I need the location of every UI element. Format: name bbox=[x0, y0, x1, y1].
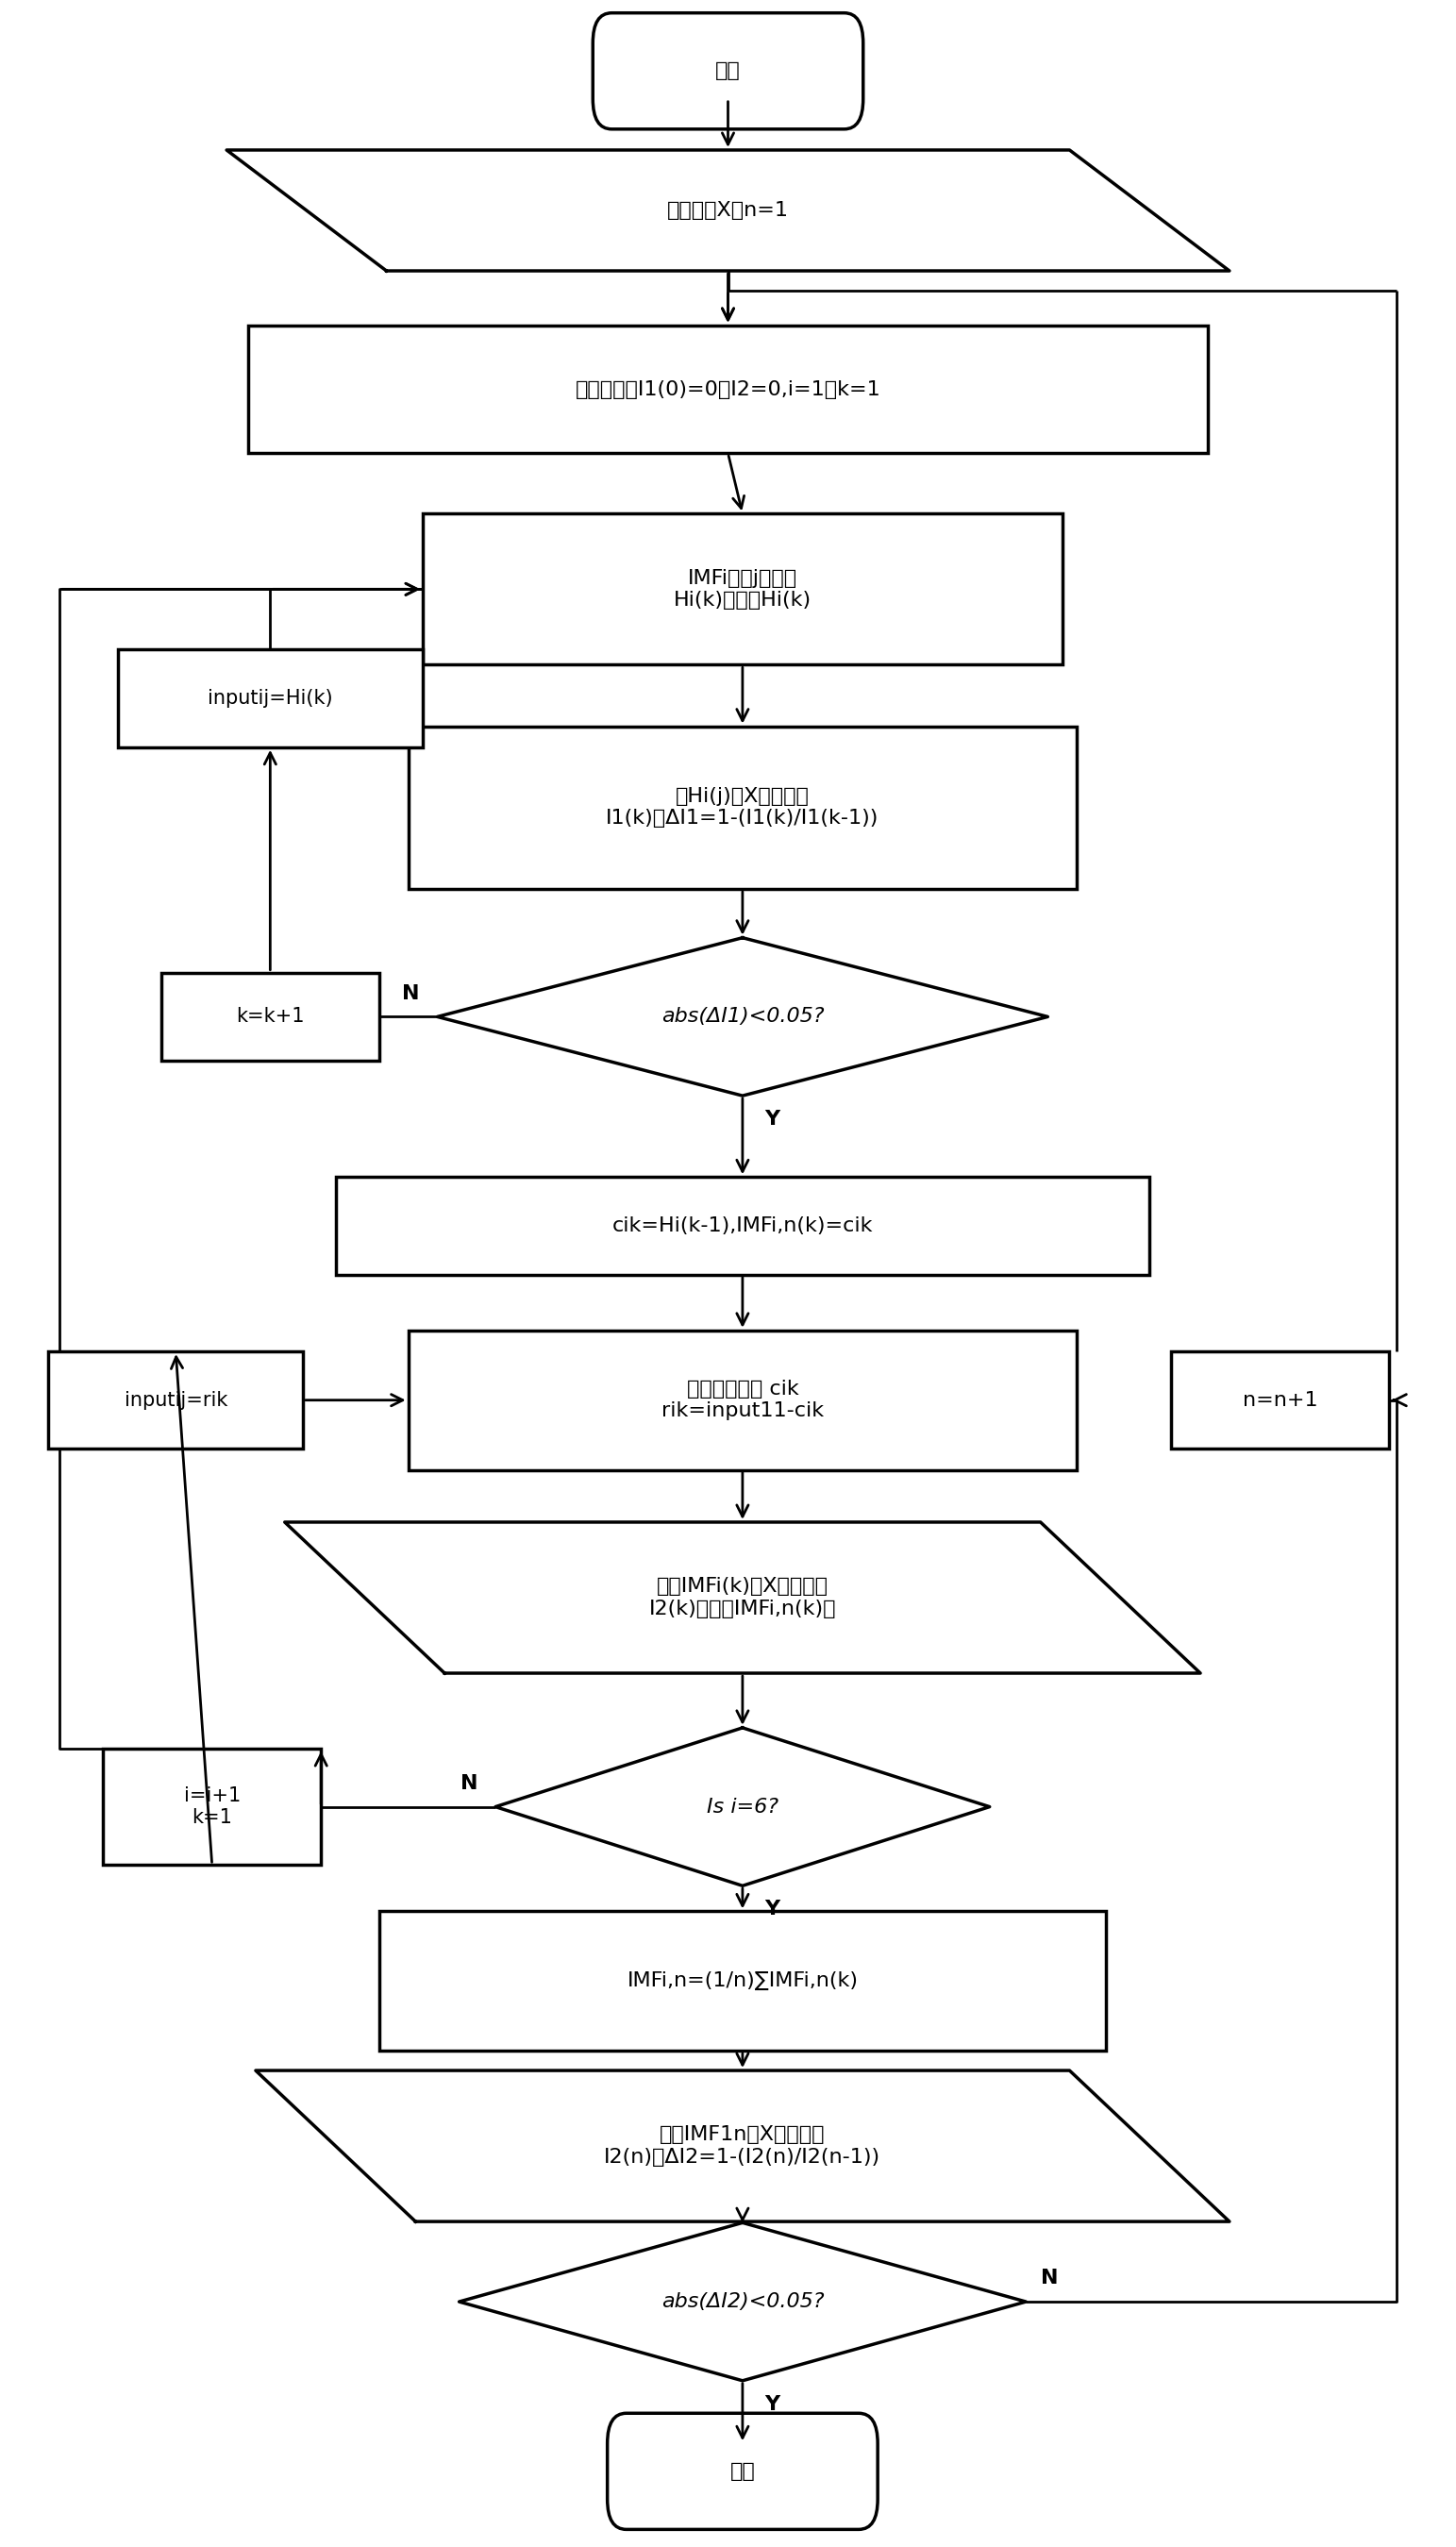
Text: 结束: 结束 bbox=[729, 2463, 756, 2481]
Polygon shape bbox=[495, 1727, 990, 1885]
Text: IMFi的第j次筛选
Hi(k)，保存Hi(k): IMFi的第j次筛选 Hi(k)，保存Hi(k) bbox=[674, 568, 811, 609]
Text: n=n+1: n=n+1 bbox=[1243, 1391, 1318, 1408]
Text: cik=Hi(k-1),IMFi,n(k)=cik: cik=Hi(k-1),IMFi,n(k)=cik bbox=[612, 1217, 874, 1235]
Text: Y: Y bbox=[764, 2394, 779, 2415]
FancyBboxPatch shape bbox=[249, 326, 1207, 453]
FancyBboxPatch shape bbox=[335, 1177, 1149, 1274]
Text: N: N bbox=[402, 983, 419, 1004]
Text: N: N bbox=[1041, 2269, 1059, 2287]
Text: Y: Y bbox=[764, 1900, 779, 1918]
FancyBboxPatch shape bbox=[408, 726, 1077, 889]
Polygon shape bbox=[285, 1523, 1200, 1673]
Text: 开始: 开始 bbox=[715, 61, 741, 82]
FancyBboxPatch shape bbox=[593, 13, 863, 130]
Polygon shape bbox=[437, 937, 1048, 1095]
Text: inputij=rik: inputij=rik bbox=[124, 1391, 227, 1408]
Text: i=i+1
k=1: i=i+1 k=1 bbox=[183, 1785, 240, 1826]
Text: k=k+1: k=k+1 bbox=[236, 1006, 304, 1026]
FancyBboxPatch shape bbox=[48, 1352, 303, 1449]
Polygon shape bbox=[256, 2071, 1229, 2221]
Text: abs(ΔI2)<0.05?: abs(ΔI2)<0.05? bbox=[661, 2292, 824, 2310]
Text: 数据输入X，n=1: 数据输入X，n=1 bbox=[667, 201, 789, 219]
FancyBboxPatch shape bbox=[379, 1910, 1107, 2050]
FancyBboxPatch shape bbox=[422, 514, 1063, 665]
FancyBboxPatch shape bbox=[118, 649, 422, 746]
FancyBboxPatch shape bbox=[103, 1750, 322, 1864]
Text: N: N bbox=[460, 1773, 478, 1793]
FancyBboxPatch shape bbox=[162, 973, 379, 1062]
FancyBboxPatch shape bbox=[607, 2412, 878, 2529]
FancyBboxPatch shape bbox=[1171, 1352, 1389, 1449]
Text: abs(ΔI1)<0.05?: abs(ΔI1)<0.05? bbox=[661, 1006, 824, 1026]
Text: 计算IMFi(k)与X的互信息
I2(k)，保存IMFi,n(k)，: 计算IMFi(k)与X的互信息 I2(k)，保存IMFi,n(k)， bbox=[649, 1577, 836, 1617]
Text: Y: Y bbox=[764, 1110, 779, 1128]
Text: IMFi,n=(1/n)∑IMFi,n(k): IMFi,n=(1/n)∑IMFi,n(k) bbox=[628, 1971, 858, 1992]
Text: 求Hi(j)与X的互信息
I1(k)，ΔI1=1-(I1(k)/I1(k-1)): 求Hi(j)与X的互信息 I1(k)，ΔI1=1-(I1(k)/I1(k-1)) bbox=[606, 787, 879, 828]
Text: 输入信号减去 cik
rik=input11-cik: 输入信号减去 cik rik=input11-cik bbox=[661, 1380, 824, 1421]
Polygon shape bbox=[459, 2224, 1026, 2381]
Text: Is i=6?: Is i=6? bbox=[706, 1798, 779, 1816]
Polygon shape bbox=[227, 150, 1229, 270]
Text: inputij=Hi(k): inputij=Hi(k) bbox=[208, 690, 333, 708]
FancyBboxPatch shape bbox=[408, 1330, 1077, 1470]
Text: 数据加噪，I1(0)=0，I2=0,i=1，k=1: 数据加噪，I1(0)=0，I2=0,i=1，k=1 bbox=[575, 380, 881, 400]
Text: 计算IMF1n与X的互信息
I2(n)，ΔI2=1-(I2(n)/I2(n-1)): 计算IMF1n与X的互信息 I2(n)，ΔI2=1-(I2(n)/I2(n-1)… bbox=[604, 2127, 881, 2167]
